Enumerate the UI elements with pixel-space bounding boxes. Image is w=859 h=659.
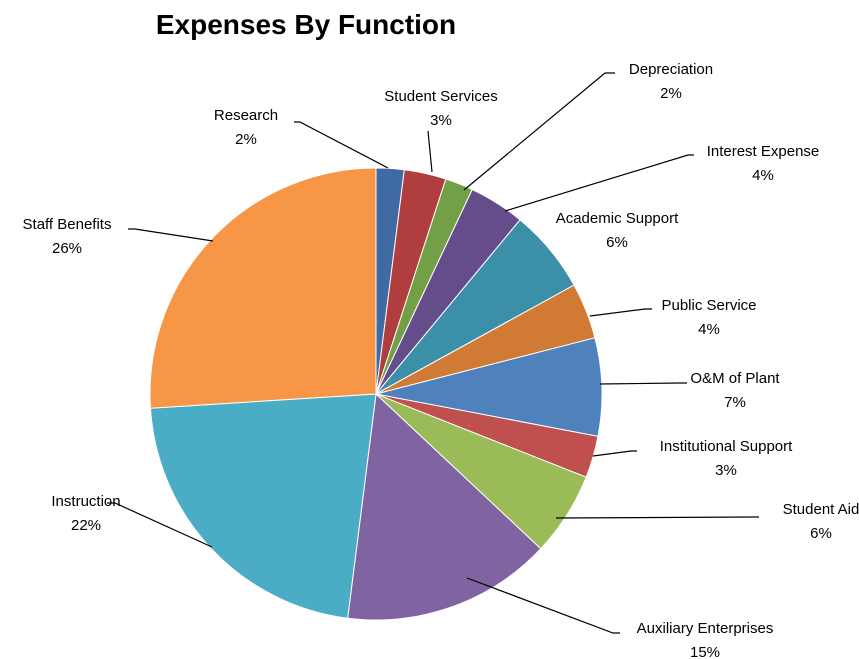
slice-label: Institutional Support bbox=[660, 438, 793, 455]
leader-line bbox=[599, 382, 687, 385]
slice-percent: 3% bbox=[715, 462, 737, 479]
slice-label: Academic Support bbox=[556, 210, 679, 227]
slice-label: Student Services bbox=[384, 88, 497, 105]
leader-line bbox=[504, 154, 694, 212]
leader-line bbox=[555, 516, 759, 519]
leader-lines bbox=[107, 72, 759, 634]
slice-label: Depreciation bbox=[629, 61, 713, 78]
slice-percent: 7% bbox=[724, 394, 746, 411]
slice-label: Staff Benefits bbox=[23, 216, 112, 233]
pie-slices bbox=[149, 167, 603, 621]
chart-title: Expenses By Function bbox=[156, 9, 456, 40]
slice-label: O&M of Plant bbox=[690, 370, 780, 387]
slice-percent: 6% bbox=[810, 525, 832, 542]
slice-label: Student Aid bbox=[783, 501, 859, 518]
pie-slice-instruction bbox=[149, 393, 377, 619]
leader-line bbox=[107, 502, 213, 548]
slice-percent: 15% bbox=[690, 644, 720, 659]
slice-percent: 6% bbox=[606, 234, 628, 251]
slice-percent: 26% bbox=[52, 240, 82, 257]
leader-line bbox=[466, 577, 620, 634]
slice-labels: Research 2% Student Services 3% Depreciation… bbox=[23, 61, 859, 659]
leader-line bbox=[294, 121, 389, 169]
slice-percent: 2% bbox=[660, 85, 682, 102]
slice-label: Instruction bbox=[51, 493, 120, 510]
pie-slice-auxiliary-enterprises bbox=[347, 392, 542, 621]
slice-percent: 22% bbox=[71, 517, 101, 534]
leader-line bbox=[589, 308, 652, 317]
slice-label: Public Service bbox=[661, 297, 756, 314]
slice-percent: 4% bbox=[698, 321, 720, 338]
slice-label: Auxiliary Enterprises bbox=[637, 620, 774, 637]
leader-line bbox=[128, 228, 214, 242]
leader-line bbox=[592, 450, 637, 457]
slice-percent: 4% bbox=[752, 167, 774, 184]
leader-line bbox=[463, 72, 615, 191]
leader-line bbox=[427, 130, 433, 173]
slice-label: Interest Expense bbox=[707, 143, 820, 160]
slice-percent: 3% bbox=[430, 112, 452, 129]
slice-percent: 2% bbox=[235, 131, 257, 148]
pie-slice-staff-benefits bbox=[149, 167, 377, 409]
slice-label: Research bbox=[214, 107, 278, 124]
